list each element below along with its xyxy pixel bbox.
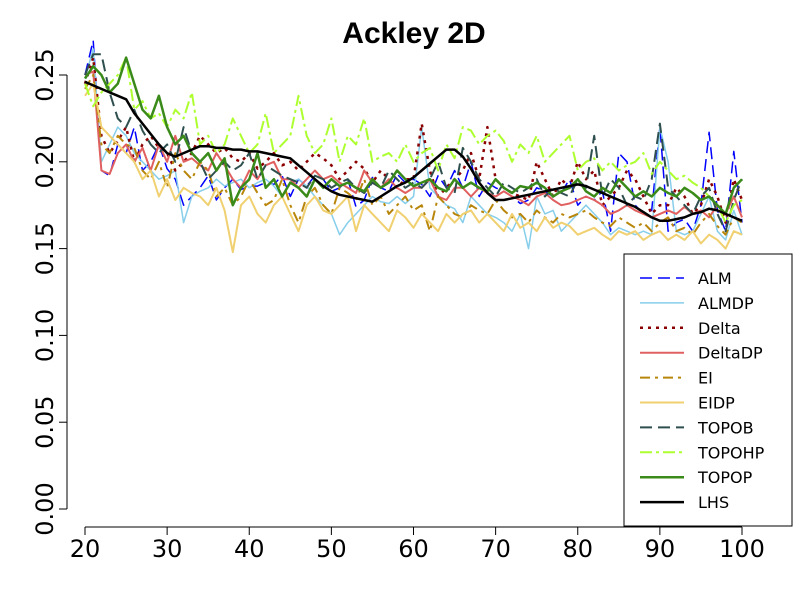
x-tick-label: 20 [70,535,101,563]
series-line-eidp [84,82,743,254]
x-tick-label: 40 [234,535,265,563]
legend-label: TOPOHP [697,443,765,462]
series-line-topohp [84,56,743,224]
series-line-ei [84,74,743,236]
x-tick-label: 50 [316,535,347,563]
legend-label: ALM [698,269,732,288]
legend-label: EI [698,369,713,388]
x-tick-label: 90 [645,535,676,563]
series-line-deltadp [84,70,743,219]
x-tick-label: 60 [398,535,429,563]
legend-label: ALMDP [698,294,754,313]
legend-label: DeltaDP [698,344,763,363]
series-line-almdp [84,48,743,250]
legend-label: EIDP [698,394,735,413]
legend-label: TOPOB [697,418,754,437]
chart-title: Ackley 2D [342,17,485,50]
x-tick-label: 30 [152,535,183,563]
plot-area [83,39,744,254]
y-tick-label: 0.20 [31,135,59,188]
legend-label: LHS [698,493,729,512]
y-tick-label: 0.05 [31,395,59,448]
y-tick-label: 0.00 [31,482,59,535]
series-line-delta [83,56,744,224]
x-tick-label: 80 [562,535,593,563]
x-tick-label: 70 [480,535,511,563]
legend-box [623,253,793,527]
series-line-topop [83,56,743,216]
legend-label: TOPOP [697,468,753,487]
legend-label: Delta [698,319,741,338]
series-line-lhs [84,80,743,223]
y-tick-label: 0.15 [31,222,59,275]
y-tick-label: 0.25 [31,48,59,101]
y-tick-label: 0.10 [31,309,59,362]
x-tick-label: 100 [719,535,765,563]
axes: 20 30 40 50 60 70 80 90 100 0.00 0.05 0.10 0.15 0.20 0… [31,48,765,563]
legend: ALM ALMDP Delta DeltaDP EI EIDP TOPOB TOPOHP TOP… [623,253,793,527]
